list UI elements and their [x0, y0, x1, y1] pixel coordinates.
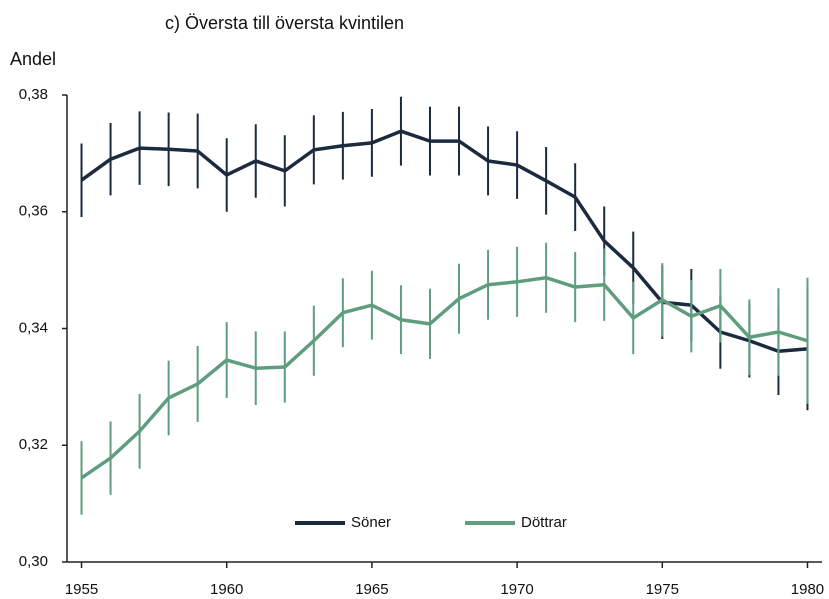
y-tick-label: 0,30 [19, 553, 48, 570]
legend-label: Söner [351, 514, 391, 531]
y-tick-label: 0,32 [19, 436, 48, 453]
series-line [80, 129, 808, 354]
chart-title: c) Översta till översta kvintilen [165, 13, 404, 33]
legend-label: Döttrar [521, 514, 567, 531]
y-tick-label: 0,36 [19, 203, 48, 220]
x-tick-label: 1955 [65, 581, 98, 598]
y-tick-label: 0,34 [19, 319, 48, 336]
x-tick-label: 1965 [355, 581, 388, 598]
series-line [80, 275, 808, 480]
x-tick-label: 1960 [210, 581, 243, 598]
x-tick-label: 1975 [646, 581, 679, 598]
x-tick-label: 1970 [500, 581, 533, 598]
x-tick-label: 1980 [791, 581, 824, 598]
y-axis-label: Andel [10, 49, 56, 69]
y-tick-label: 0,38 [19, 86, 48, 103]
